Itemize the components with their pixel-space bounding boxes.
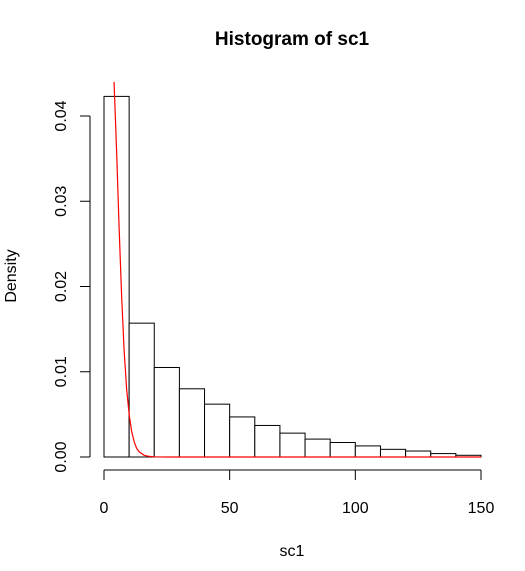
y-tick-label: 0.01: [53, 356, 70, 387]
y-tick-label: 0.02: [53, 271, 70, 302]
histogram-bar: [405, 450, 432, 458]
density-curve: [113, 81, 481, 458]
y-axis-label: Density: [3, 249, 20, 302]
x-axis-label: sc1: [280, 543, 305, 560]
histogram-bar: [279, 432, 306, 458]
histogram-bar: [204, 403, 231, 458]
histogram-bar: [329, 442, 356, 458]
y-axis: 0.00 0.01 0.02 0.03 0.04: [53, 100, 91, 473]
histogram-bars: [103, 95, 482, 458]
x-tick-label: 100: [342, 500, 369, 517]
x-tick-label: 150: [468, 500, 495, 517]
chart-title: Histogram of sc1: [215, 29, 370, 50]
histogram-bar: [153, 366, 180, 458]
histogram-bar: [379, 448, 407, 458]
y-tick-label: 0.00: [53, 441, 70, 472]
histogram-bar: [229, 416, 256, 458]
histogram-bar: [304, 438, 331, 458]
histogram-bar: [354, 445, 381, 458]
x-tick-label: 50: [221, 500, 239, 517]
histogram-bar: [254, 424, 281, 458]
density-curve-layer: [113, 81, 481, 458]
y-tick-label: 0.04: [53, 100, 70, 131]
x-tick-label: 0: [100, 500, 109, 517]
y-tick-label: 0.03: [53, 186, 70, 217]
histogram-bar: [128, 322, 155, 458]
x-axis: 0 50 100 150: [100, 469, 495, 517]
histogram-bar: [178, 388, 206, 458]
